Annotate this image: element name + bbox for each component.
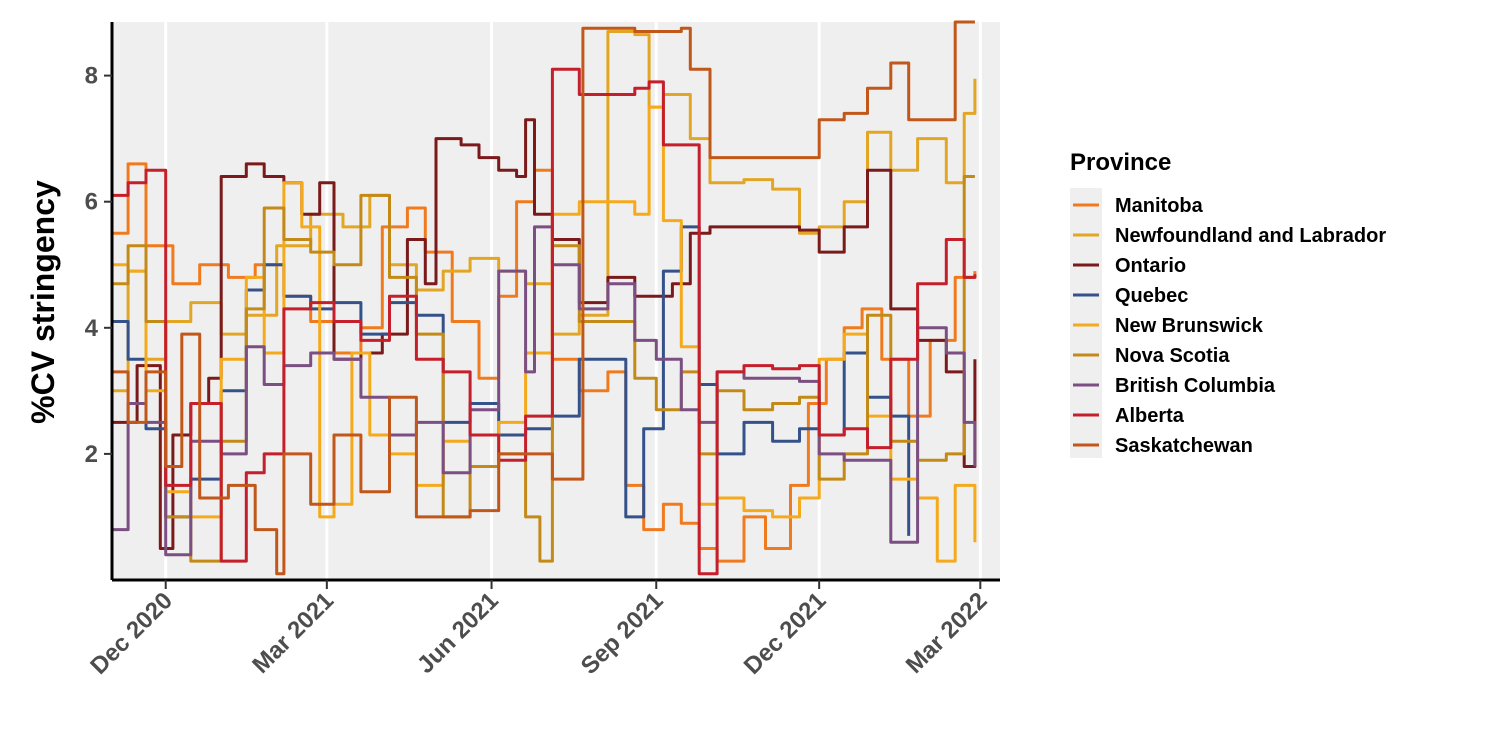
legend-label: British Columbia (1115, 375, 1276, 397)
y-tick-label: 2 (85, 441, 98, 468)
gridlines-layer (164, 22, 982, 580)
axes-layer (110, 22, 1000, 582)
series-line-nova-scotia (112, 175, 975, 563)
legend-label: Manitoba (1115, 195, 1204, 217)
x-tick-label: Mar 2022 (901, 587, 993, 679)
plot-panel-layer (112, 22, 1000, 580)
legend-label: Ontario (1115, 255, 1186, 277)
legend-label: Alberta (1115, 405, 1185, 427)
y-axis-title: %CV stringency (25, 180, 61, 424)
series-line-ontario (112, 118, 977, 550)
x-tick-label: Sep 2021 (576, 587, 669, 680)
x-tick-label: Jun 2021 (412, 587, 504, 679)
series-layer (112, 20, 977, 576)
legend-label: Nova Scotia (1115, 345, 1230, 367)
legend-label: New Brunswick (1115, 315, 1264, 337)
x-tick-labels: Dec 2020 Mar 2021 Jun 2021 Sep 2021 Dec 2021… (85, 580, 993, 680)
y-tick-label: 8 (85, 63, 98, 90)
y-tick-label: 6 (85, 189, 98, 216)
y-tick-label: 4 (85, 315, 99, 342)
legend-key-background (1070, 188, 1102, 458)
legend-title: Province (1070, 149, 1171, 176)
series-line-saskatchewan (112, 20, 975, 576)
series-line-alberta (112, 67, 977, 576)
series-line-british-columbia (112, 225, 977, 557)
x-tick-label: Dec 2020 (85, 587, 178, 680)
y-tick-labels: 2 4 6 8 (85, 63, 112, 468)
x-tick-label: Mar 2021 (247, 587, 339, 679)
legend: Province Manitoba Newfoundland and Labrad… (1070, 149, 1386, 458)
plot-background (112, 22, 1000, 580)
legend-label: Newfoundland and Labrador (1115, 225, 1386, 247)
legend-label: Saskatchewan (1115, 435, 1253, 457)
legend-label: Quebec (1115, 285, 1188, 307)
series-line-new-brunswick (112, 105, 977, 563)
x-tick-label: Dec 2021 (739, 587, 832, 680)
